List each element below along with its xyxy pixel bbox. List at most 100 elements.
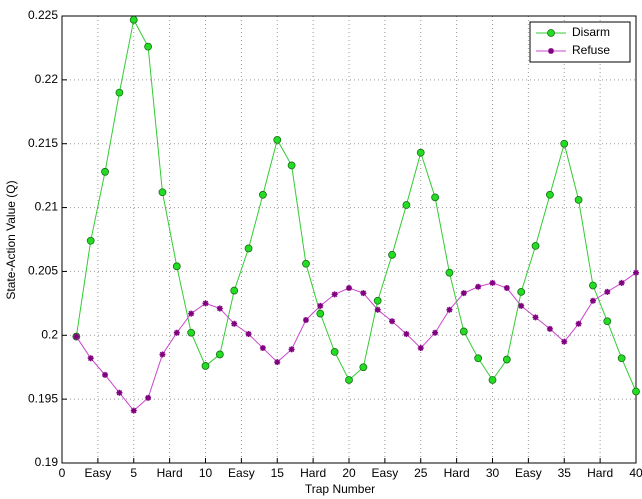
marker [417,345,424,352]
marker [316,309,325,318]
marker [374,306,381,313]
marker [73,333,80,340]
marker [475,283,482,290]
x-tick-label: Hard [300,466,326,480]
legend-marker [547,29,555,37]
marker [259,345,266,352]
marker [561,338,568,345]
marker [346,285,352,292]
marker [518,302,525,309]
marker [403,331,410,338]
y-tick-label: 0.22 [35,72,59,86]
x-tick-label: 35 [558,466,572,480]
marker [589,297,596,304]
marker [432,329,439,336]
marker [287,161,296,170]
marker [589,281,597,290]
marker [201,362,210,370]
x-tick-label: 10 [199,466,213,480]
legend-label: Disarm [572,25,610,39]
marker [258,190,267,199]
marker [618,279,625,286]
marker [502,355,511,364]
marker [574,196,583,204]
x-tick-label: 40 [629,466,642,480]
marker [416,148,425,157]
marker [575,320,582,327]
line [75,18,637,392]
x-tick-label: 30 [486,466,500,480]
y-tick-label: 0.2 [41,327,58,341]
marker [532,314,539,321]
marker [231,320,238,327]
x-tick-label: 25 [414,466,428,480]
x-tick-label: Hard [157,466,183,480]
marker [546,190,554,199]
marker [172,262,181,271]
marker [145,394,152,401]
marker [87,355,94,362]
plot-frame [61,15,637,464]
marker [215,350,224,359]
x-tick-label: Easy [85,466,112,480]
marker [116,389,123,396]
y-tick-label: 0.225 [28,8,58,22]
marker [345,376,353,384]
marker [603,317,612,326]
y-tick-label: 0.215 [28,136,58,150]
legend-box [529,21,631,63]
x-tick-label: Hard [587,466,613,480]
x-tick-label: Easy [372,466,399,480]
marker [531,241,540,250]
marker [388,250,396,259]
marker [431,193,440,202]
marker [459,327,468,336]
marker [446,306,453,313]
x-tick-label: Easy [228,466,255,480]
x-tick-label: Easy [515,466,542,480]
line [75,272,637,412]
marker [331,291,338,298]
marker [273,135,282,144]
marker [489,279,496,286]
y-tick-label: 0.195 [28,391,58,405]
marker [144,42,153,51]
marker [86,236,95,245]
x-tick-label: Hard [444,466,470,480]
marker [244,244,253,253]
marker [460,290,467,297]
marker [159,351,166,358]
marker [517,287,526,296]
marker [130,407,137,414]
marker [360,290,367,297]
marker [560,139,569,148]
marker [245,331,252,338]
marker [274,359,281,366]
marker [216,305,223,312]
marker [115,88,124,97]
marker [503,285,510,292]
marker [317,302,324,309]
marker [359,363,368,372]
marker [617,354,626,363]
marker [402,201,411,209]
marker [488,376,497,384]
marker [302,259,310,268]
marker [445,268,454,277]
x-tick-label: 15 [271,466,285,480]
marker [101,167,109,176]
x-tick-label: 20 [342,466,356,480]
marker [129,15,138,24]
legend-marker [548,48,554,54]
marker [187,328,196,337]
y-tick-label: 0.21 [35,200,59,214]
x-tick-label: 5 [130,466,137,480]
marker [474,354,483,363]
x-tick-label: 0 [59,466,66,480]
marker [389,318,396,325]
y-tick-label: 0.205 [28,264,58,278]
y-tick-label: 0.19 [35,455,59,469]
marker [302,316,309,323]
marker [632,387,640,396]
